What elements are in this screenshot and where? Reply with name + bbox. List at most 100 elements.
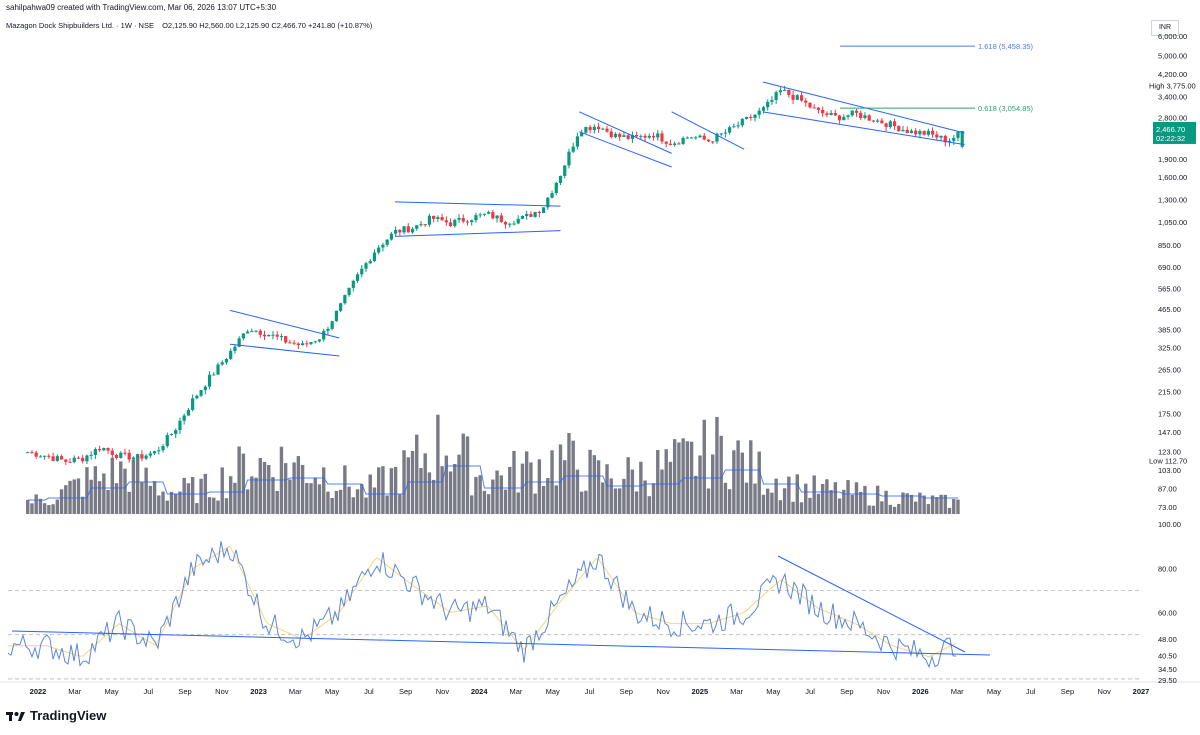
- time-tick-label: Nov: [877, 687, 891, 696]
- time-tick-label: May: [987, 687, 1001, 696]
- time-tick-label: Jul: [805, 687, 815, 696]
- volume-bar: [651, 483, 656, 514]
- volume-bar: [402, 450, 406, 514]
- candle-body: [909, 130, 914, 134]
- volume-bar: [415, 434, 419, 514]
- volume-bar: [262, 462, 267, 514]
- candle-body: [34, 452, 38, 457]
- candle-body: [313, 341, 317, 343]
- volume-bar: [68, 480, 72, 514]
- volume-bar: [398, 494, 402, 514]
- candle-body: [59, 456, 64, 460]
- candle-body: [859, 112, 863, 118]
- volume-bar: [829, 490, 833, 514]
- candle-body: [174, 430, 178, 435]
- candle-body: [427, 215, 432, 225]
- trendline-lower-5: [762, 111, 965, 146]
- time-tick-label: Nov: [1098, 687, 1112, 696]
- volume-bar: [440, 466, 444, 514]
- candle-body: [732, 126, 736, 128]
- time-axis: 2022 Mar May Jul Sep Nov 2023 Mar May Jul Sep Nov 20…: [30, 687, 1150, 696]
- candle-body: [364, 263, 368, 269]
- volume-bar: [715, 416, 719, 514]
- candle-body: [702, 135, 706, 140]
- volume-pane: [26, 414, 960, 514]
- volume-bar: [761, 494, 766, 514]
- volume-bar: [461, 433, 465, 514]
- volume-bar: [233, 482, 237, 514]
- volume-bar: [630, 469, 635, 514]
- volume-bar: [330, 497, 334, 514]
- volume-bar: [744, 482, 749, 514]
- candle-body: [127, 452, 131, 460]
- volume-bar: [140, 482, 144, 514]
- price-axis: 6,000.00 5,000.00 4,200.00 3,400.00 2,800.00…: [1146, 32, 1198, 685]
- candle-body: [309, 342, 313, 345]
- candle-body: [643, 135, 647, 138]
- candle-body: [110, 450, 114, 455]
- volume-bar: [174, 493, 178, 514]
- candle-body: [711, 141, 715, 143]
- candle-body: [393, 229, 398, 234]
- last-price-badge: [1153, 121, 1196, 144]
- time-tick-label: Mar: [68, 687, 81, 696]
- candle-body: [106, 448, 110, 451]
- candle-body: [233, 346, 237, 351]
- candle-body: [279, 336, 284, 338]
- time-tick-label: Sep: [1061, 687, 1074, 696]
- candle-body: [757, 110, 761, 115]
- volume-bar: [258, 458, 262, 514]
- rsi-resistance-trendline: [777, 555, 966, 653]
- volume-bar: [317, 484, 322, 514]
- time-tick-label: 2024: [471, 687, 489, 696]
- candle-body: [474, 215, 478, 221]
- volume-bar: [499, 475, 504, 514]
- price-pane: [26, 85, 964, 466]
- candle-body: [224, 358, 229, 363]
- time-tick-label: Jul: [144, 687, 154, 696]
- trendline-upper-3: [579, 111, 672, 154]
- candle-body: [537, 211, 541, 213]
- candle-body: [317, 339, 322, 342]
- currency-badge[interactable]: INR: [1151, 20, 1179, 36]
- candle-body: [165, 435, 169, 447]
- candle-body: [728, 127, 732, 133]
- candle-body: [749, 117, 753, 119]
- volume-bar: [795, 474, 799, 514]
- candle-body: [360, 268, 364, 275]
- candle-body: [956, 131, 960, 138]
- candle-body: [389, 233, 393, 240]
- candle-body: [347, 287, 351, 296]
- candle-body: [905, 129, 909, 134]
- volume-bar: [309, 483, 313, 514]
- candle-body: [605, 128, 609, 132]
- volume-bar: [711, 454, 715, 514]
- candle-body: [833, 112, 837, 116]
- volume-bar: [364, 497, 368, 514]
- volume-bar: [922, 495, 926, 514]
- volume-bar: [537, 459, 542, 514]
- volume-bar: [833, 482, 838, 514]
- candle-body: [148, 453, 152, 456]
- volume-bar: [448, 471, 453, 514]
- price-tick-label: 87.00: [1158, 484, 1177, 493]
- candle-body: [546, 197, 550, 208]
- volume-bar: [503, 489, 508, 514]
- candle-body: [656, 133, 660, 138]
- candle-body: [884, 123, 888, 128]
- volume-bar: [875, 485, 880, 514]
- volume-bar: [216, 500, 220, 514]
- candle-body: [123, 452, 127, 454]
- time-tick-label: Mar: [289, 687, 302, 696]
- volume-bar: [237, 446, 241, 514]
- candle-body: [89, 454, 93, 456]
- volume-bar: [406, 457, 410, 514]
- volume-bar: [765, 488, 770, 514]
- rsi-ma-line: [8, 545, 957, 658]
- tradingview-brand[interactable]: TradingView: [6, 708, 106, 723]
- candle-body: [592, 126, 596, 131]
- rsi-tick-label: 60.00: [1158, 609, 1177, 618]
- candle-body: [871, 120, 876, 122]
- candle-body: [461, 217, 465, 222]
